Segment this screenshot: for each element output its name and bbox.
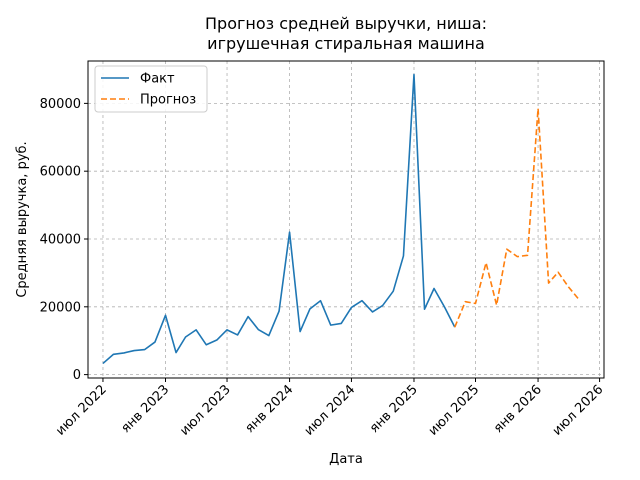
legend-label: Факт [140,72,175,87]
y-tick-label: 40000 [40,232,81,247]
x-tick-label: июл 2025 [426,382,483,439]
y-tick-label: 0 [73,368,81,383]
x-tick-label: янв 2024 [243,382,297,436]
y-axis: 0 20000 40000 60000 80000 [40,97,88,383]
x-tick-label: янв 2025 [367,382,421,436]
x-axis: июл 2022 янв 2023 июл 2023 янв 2024 июл 2024… [53,378,606,439]
x-tick-label: янв 2023 [118,382,172,436]
x-tick-label: июл 2022 [53,382,110,439]
y-tick-label: 60000 [40,165,81,180]
series-line-fact [102,73,456,365]
series-line-forecast [454,107,580,328]
legend: Факт Прогноз [94,65,208,113]
plot-frame [87,60,605,379]
x-tick-label: июл 2026 [550,382,607,439]
x-tick-label: янв 2026 [491,382,545,436]
chart-title-line: Прогноз средней выручки, ниша: [205,14,487,33]
legend-label: Прогноз [140,93,196,108]
chart-title-line: игрушечная стиральная машина [207,34,485,53]
x-tick-label: июл 2024 [302,382,359,439]
y-axis-label: Средняя выручка, руб. [15,141,30,297]
x-axis-label: Дата [329,452,363,467]
series [102,73,580,365]
chart-title: Прогноз средней выручки, ниша:игрушечная… [205,14,487,53]
x-tick-label: июл 2023 [177,382,234,439]
y-tick-label: 20000 [40,300,81,315]
y-tick-label: 80000 [40,97,81,112]
